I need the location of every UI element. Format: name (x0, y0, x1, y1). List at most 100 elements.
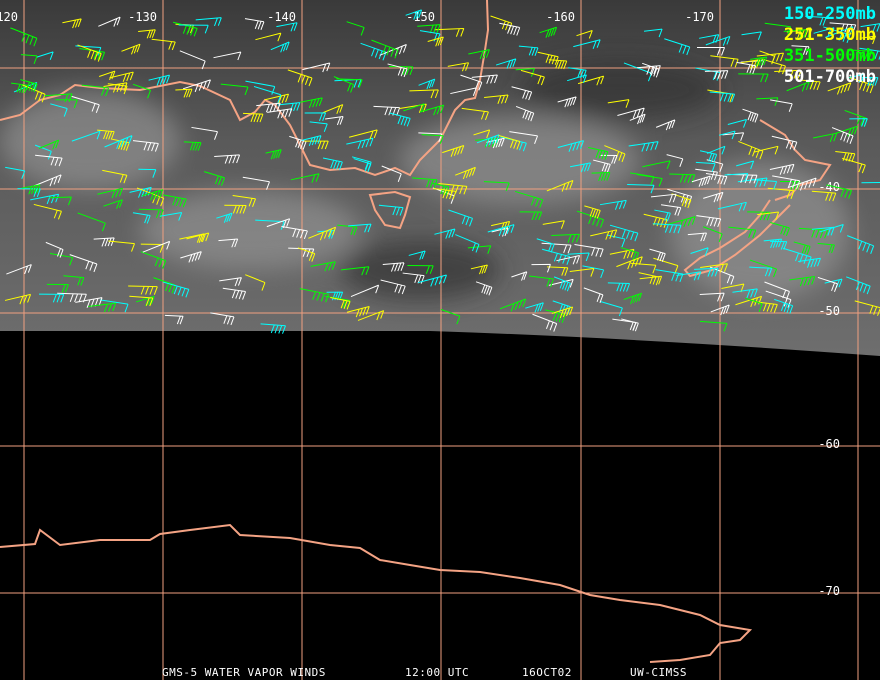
wind-barb (10, 27, 38, 47)
wind-barb (745, 297, 763, 312)
wind-barb (760, 58, 786, 75)
wind-barb (590, 229, 618, 240)
wind-barb (770, 222, 790, 237)
wind-barb (138, 29, 156, 39)
wind-barb (36, 51, 54, 61)
wind-barb (553, 276, 571, 292)
wind-barb (798, 257, 821, 268)
wind-barb (556, 255, 581, 265)
wind-barb (727, 173, 758, 184)
wind-barb (6, 264, 32, 275)
wind-barb (667, 216, 696, 229)
latitude-label: -40 (818, 180, 840, 194)
wind-barb (301, 135, 322, 146)
wind-barb (600, 300, 623, 317)
wind-barb (548, 278, 574, 288)
wind-barb (216, 212, 233, 223)
wind-barb (829, 22, 857, 34)
wind-barb (607, 282, 631, 292)
wind-barb (584, 205, 601, 219)
wind-barb (346, 305, 370, 318)
wind-barb (741, 31, 762, 41)
wind-barb (224, 204, 247, 214)
wind-barb (774, 69, 802, 79)
wind-barb (44, 93, 73, 103)
wind-barb (793, 241, 811, 255)
wind-barb (518, 45, 539, 56)
wind-barb (214, 154, 241, 164)
wind-barb (703, 191, 724, 203)
wind-barb (583, 287, 604, 304)
wind-barb (264, 93, 290, 104)
wind-barb (455, 166, 476, 180)
wind-barb (666, 154, 684, 167)
wind-barb (849, 77, 874, 94)
wind-barb (511, 271, 528, 281)
wind-barb (299, 288, 330, 303)
longitude-label: -140 (267, 10, 296, 24)
wind-barb (789, 275, 816, 287)
wind-barb (222, 287, 247, 300)
wind-barb (811, 190, 837, 202)
longitude-label: -120 (0, 10, 18, 24)
wind-barb (817, 242, 835, 254)
wind-barb (705, 172, 728, 185)
wind-barb (111, 138, 130, 151)
wind-barb (710, 304, 730, 316)
wind-barb (77, 212, 106, 232)
wind-barb (498, 134, 521, 150)
wind-barb (4, 293, 32, 305)
wind-barb (389, 112, 411, 127)
wind-barb (827, 82, 852, 95)
wind-barb (764, 281, 790, 300)
wind-barb (606, 234, 626, 248)
wind-barb (333, 76, 355, 93)
wind-barb (757, 211, 780, 221)
wind-barb (434, 27, 465, 37)
wind-barb (310, 261, 336, 272)
wind-barb (380, 279, 406, 295)
wind-barb (660, 204, 682, 216)
wind-barb (418, 78, 436, 90)
wind-barb (577, 75, 605, 86)
wind-barb (664, 38, 691, 56)
wind-barb (88, 302, 117, 313)
legend-entry: 351-500mb (784, 46, 876, 66)
wind-barb (736, 160, 755, 170)
wind-barb (71, 130, 101, 142)
wind-barb (132, 140, 159, 152)
wind-barb (546, 179, 574, 192)
wind-barb (687, 232, 708, 242)
wind-barb (438, 183, 468, 195)
wind-barb (756, 52, 784, 63)
wind-barb (349, 129, 378, 140)
wind-barb (749, 266, 773, 277)
wind-barb (373, 105, 401, 116)
wind-barb (849, 118, 868, 127)
wind-barb (455, 234, 480, 253)
wind-barb (244, 18, 265, 30)
wind-barb (304, 112, 327, 122)
wind-barb (499, 22, 521, 36)
wind-barb (591, 172, 611, 181)
wind-barb (346, 21, 365, 36)
wind-barb (132, 83, 151, 99)
wind-barb (639, 275, 663, 285)
wind-barb (213, 51, 242, 61)
wind-barb (738, 140, 764, 160)
wind-barb (529, 275, 554, 288)
wind-barb (418, 274, 447, 287)
wind-barb (704, 70, 729, 80)
wind-barb (183, 141, 202, 151)
wind-barb (220, 83, 249, 96)
wind-barb (636, 65, 661, 75)
wind-barb (826, 184, 853, 199)
wind-barb (769, 163, 795, 175)
wind-barb (655, 269, 684, 283)
wind-barb (471, 74, 498, 84)
wind-barb (108, 240, 135, 252)
wind-barb (557, 140, 584, 152)
wind-barb (255, 219, 285, 230)
wind-barb (46, 283, 69, 293)
wind-barb (20, 54, 38, 65)
